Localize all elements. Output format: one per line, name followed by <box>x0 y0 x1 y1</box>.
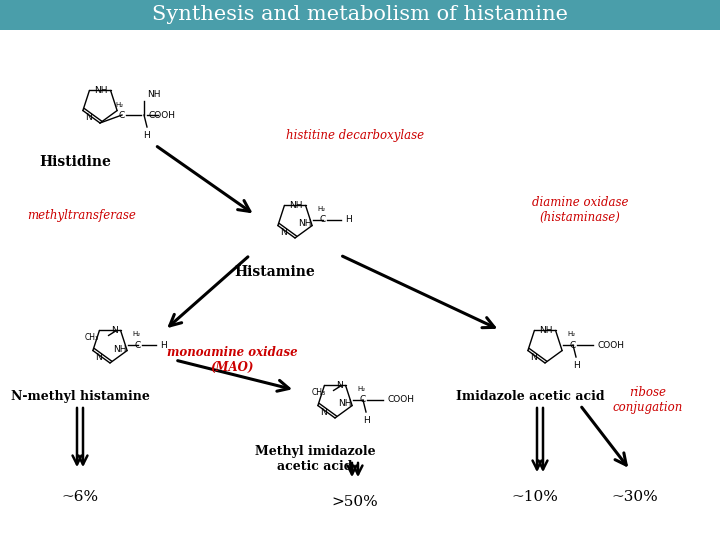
Text: ~6%: ~6% <box>61 490 99 504</box>
FancyBboxPatch shape <box>0 0 720 30</box>
Text: C: C <box>360 395 366 404</box>
Text: NH: NH <box>289 201 302 210</box>
Text: Imidazole acetic acid: Imidazole acetic acid <box>456 390 604 403</box>
Text: ~10%: ~10% <box>512 490 559 504</box>
Text: C: C <box>119 111 125 119</box>
Text: N: N <box>95 353 102 362</box>
Text: N: N <box>336 381 343 390</box>
Text: N: N <box>85 112 91 122</box>
Text: NH: NH <box>113 345 127 354</box>
Text: H: H <box>364 416 370 425</box>
Text: methyltransferase: methyltransferase <box>27 208 136 221</box>
Text: H₂: H₂ <box>567 331 575 337</box>
Text: COOH: COOH <box>597 341 624 349</box>
Text: NH: NH <box>147 90 161 99</box>
Text: Histidine: Histidine <box>39 155 111 169</box>
Text: N: N <box>280 227 287 237</box>
Text: Methyl imidazole
acetic acid: Methyl imidazole acetic acid <box>255 445 375 473</box>
Text: N-methyl histamine: N-methyl histamine <box>11 390 150 403</box>
Text: H₂: H₂ <box>115 102 123 108</box>
Text: histitine decarboxylase: histitine decarboxylase <box>286 129 424 141</box>
Text: H₂: H₂ <box>317 206 325 212</box>
Text: H: H <box>345 215 352 225</box>
Text: NH: NH <box>539 326 552 335</box>
Text: ribose
conjugation: ribose conjugation <box>613 386 683 414</box>
Text: C: C <box>135 341 141 349</box>
Text: H₂: H₂ <box>357 386 365 392</box>
Text: >50%: >50% <box>332 495 379 509</box>
Text: NH: NH <box>94 86 107 95</box>
Text: C: C <box>320 215 326 225</box>
Text: H₂: H₂ <box>132 331 140 337</box>
Text: N: N <box>111 326 117 335</box>
Text: NH: NH <box>298 219 312 228</box>
Text: N: N <box>530 353 536 362</box>
Text: N: N <box>320 408 327 416</box>
Text: NH: NH <box>338 400 351 408</box>
Text: ~30%: ~30% <box>611 490 658 504</box>
Text: C: C <box>570 341 576 349</box>
Text: H: H <box>160 341 167 349</box>
Text: COOH: COOH <box>387 395 414 404</box>
Text: CH₃: CH₃ <box>84 333 99 342</box>
Text: Synthesis and metabolism of histamine: Synthesis and metabolism of histamine <box>152 5 568 24</box>
Text: H: H <box>574 361 580 370</box>
Text: COOH: COOH <box>148 111 176 119</box>
Text: diamine oxidase
(histaminase): diamine oxidase (histaminase) <box>532 196 629 224</box>
Text: H: H <box>143 131 150 140</box>
Text: Histamine: Histamine <box>235 265 315 279</box>
Text: CH₃: CH₃ <box>312 388 325 397</box>
Text: monoamine oxidase
(MAO): monoamine oxidase (MAO) <box>167 346 297 374</box>
